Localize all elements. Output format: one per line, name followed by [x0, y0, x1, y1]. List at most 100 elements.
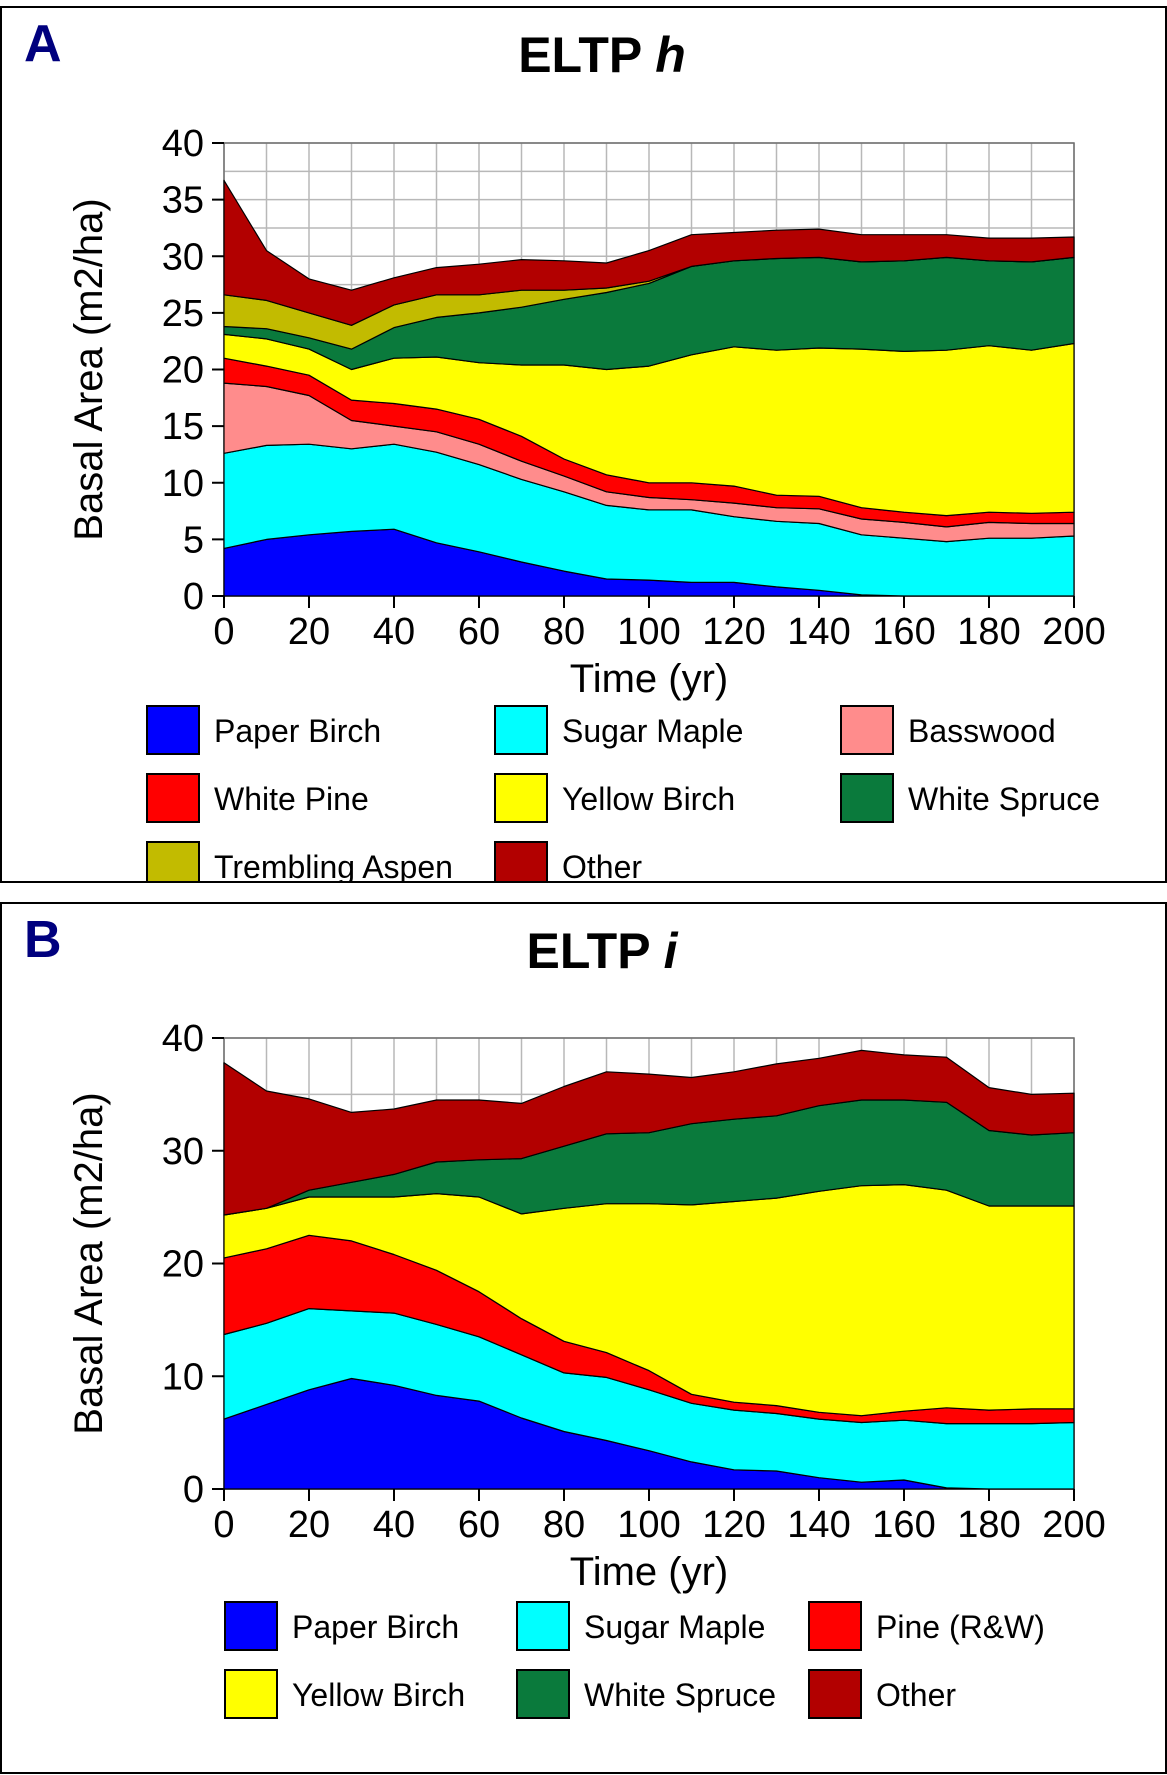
legend-swatch	[808, 1669, 862, 1719]
legend-swatch	[494, 841, 548, 881]
chart-title-suffix: h	[655, 27, 686, 83]
y-tick-label: 20	[162, 350, 204, 392]
legend-label: Yellow Birch	[562, 781, 736, 817]
legend-label: Paper Birch	[292, 1609, 460, 1645]
legend-label: White Spruce	[908, 781, 1101, 817]
x-tick-label: 0	[213, 1504, 234, 1546]
x-tick-label: 120	[702, 1504, 765, 1546]
legend-swatch	[146, 705, 200, 755]
panel-a: A ELTP h 0 20 40 60 80 100 120 140 160 180 200 0 5 10…	[0, 6, 1167, 883]
y-tick-label: 25	[162, 293, 204, 335]
x-tick-label: 140	[787, 611, 850, 653]
y-tick-label: 40	[162, 1018, 204, 1060]
legend-label: Yellow Birch	[292, 1677, 466, 1713]
x-tick-label: 180	[957, 1504, 1020, 1546]
legend-item: Pine (R&W)	[808, 1601, 1148, 1653]
chart-title-suffix: i	[663, 923, 678, 979]
legend-label: Basswood	[908, 713, 1056, 749]
y-tick-label: 40	[162, 123, 204, 165]
x-tick-label: 60	[458, 611, 500, 653]
chart-title: ELTP i	[302, 926, 902, 976]
legend-label: Sugar Maple	[562, 713, 744, 749]
legend-swatch	[494, 705, 548, 755]
axis-ticks	[212, 1037, 1075, 1501]
tick-labels: 0 20 40 60 80 100 120 140 160 180 200 0 10 20 30 40	[162, 1018, 1106, 1546]
x-tick-label: 120	[702, 611, 765, 653]
legend-item: Basswood	[840, 705, 1165, 757]
chart-title: ELTP h	[302, 30, 902, 80]
legend-label: Paper Birch	[214, 713, 382, 749]
panel-label: B	[24, 911, 62, 969]
legend-item: Paper Birch	[146, 705, 486, 757]
legend-swatch	[146, 773, 200, 823]
x-tick-label: 0	[213, 611, 234, 653]
chart-a: 0 20 40 60 80 100 120 140 160 180 200 0 5 10 15 20 25 30 3…	[67, 123, 1106, 701]
y-tick-label: 5	[183, 519, 204, 561]
legend-swatch	[516, 1669, 570, 1719]
chart-title-text: ELTP	[526, 923, 650, 979]
x-tick-label: 160	[872, 1504, 935, 1546]
legend-swatch	[840, 705, 894, 755]
legend-item: Sugar Maple	[516, 1601, 856, 1653]
y-tick-label: 15	[162, 406, 204, 448]
x-tick-label: 80	[543, 1504, 585, 1546]
y-axis-label: Basal Area (m2/ha)	[67, 1092, 111, 1434]
legend-swatch	[224, 1669, 278, 1719]
legend-item: Trembling Aspen	[146, 841, 486, 883]
legend-item: Yellow Birch	[224, 1669, 564, 1721]
x-tick-label: 100	[617, 1504, 680, 1546]
legend-label: Other	[562, 849, 643, 883]
y-tick-label: 20	[162, 1244, 204, 1286]
panel-label: A	[24, 15, 62, 73]
legend-item: White Pine	[146, 773, 486, 825]
x-tick-label: 40	[373, 1504, 415, 1546]
legend-item: Sugar Maple	[494, 705, 834, 757]
x-axis-label: Time (yr)	[570, 657, 728, 701]
legend-label: Pine (R&W)	[876, 1609, 1045, 1645]
x-tick-label: 20	[288, 1504, 330, 1546]
legend-label: White Pine	[214, 781, 369, 817]
series-areas	[223, 179, 1075, 597]
legend-item: Paper Birch	[224, 1601, 564, 1653]
area-other	[223, 1049, 1075, 1216]
x-tick-label: 160	[872, 611, 935, 653]
tick-labels: 0 20 40 60 80 100 120 140 160 180 200 0 5 10 15 20 25 30 3…	[162, 123, 1106, 653]
legend-item: White Spruce	[840, 773, 1165, 825]
x-tick-label: 60	[458, 1504, 500, 1546]
x-tick-label: 200	[1042, 1504, 1105, 1546]
legend-swatch	[146, 841, 200, 881]
legend-label: Trembling Aspen	[214, 849, 453, 883]
legend-swatch	[808, 1601, 862, 1651]
y-tick-label: 10	[162, 1356, 204, 1398]
area-other	[223, 179, 1075, 326]
y-tick-label: 10	[162, 463, 204, 505]
x-tick-label: 180	[957, 611, 1020, 653]
legend-label: Other	[876, 1677, 957, 1713]
x-tick-label: 40	[373, 611, 415, 653]
legend-swatch	[494, 773, 548, 823]
x-tick-label: 140	[787, 1504, 850, 1546]
x-tick-label: 20	[288, 611, 330, 653]
x-tick-label: 200	[1042, 611, 1105, 653]
legend-label: White Spruce	[584, 1677, 777, 1713]
legend-item: Other	[494, 841, 834, 883]
legend-swatch	[516, 1601, 570, 1651]
legend-item: Yellow Birch	[494, 773, 834, 825]
x-tick-label: 100	[617, 611, 680, 653]
y-tick-label: 30	[162, 236, 204, 278]
x-tick-label: 80	[543, 611, 585, 653]
axis-ticks	[212, 142, 1075, 608]
panel-b: B ELTP i 0 20 40 60 80 100 120 140 160 180 200 0 10 2…	[0, 902, 1167, 1774]
y-tick-label: 30	[162, 1131, 204, 1173]
legend-item: Other	[808, 1669, 1148, 1721]
chart-b: 0 20 40 60 80 100 120 140 160 180 200 0 10 20 30 40 Time…	[67, 1018, 1106, 1594]
y-axis-label: Basal Area (m2/ha)	[67, 198, 111, 540]
legend-label: Sugar Maple	[584, 1609, 766, 1645]
x-axis-label: Time (yr)	[570, 1550, 728, 1594]
legend-swatch	[840, 773, 894, 823]
series-areas	[223, 1049, 1075, 1490]
y-tick-label: 35	[162, 180, 204, 222]
legend-swatch	[224, 1601, 278, 1651]
legend-item: White Spruce	[516, 1669, 856, 1721]
chart-title-text: ELTP	[518, 27, 642, 83]
